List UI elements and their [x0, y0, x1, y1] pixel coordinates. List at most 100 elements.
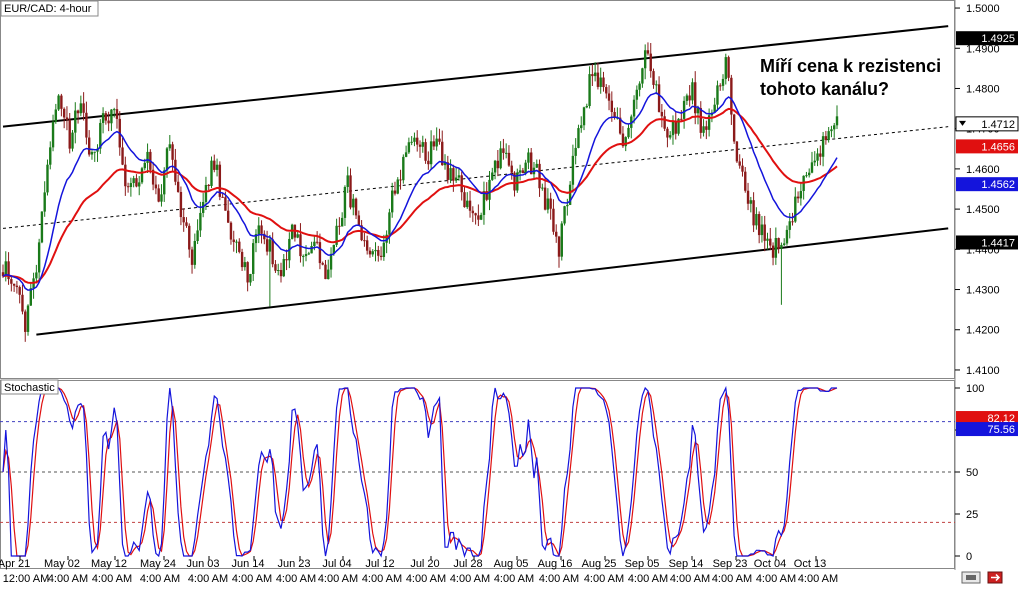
candle-body	[621, 133, 625, 147]
candle-body	[746, 190, 750, 204]
candle-body	[101, 113, 105, 123]
price-label-lower-box	[956, 235, 1018, 250]
candle-body	[674, 121, 677, 134]
candle-body	[179, 191, 183, 218]
candle-body	[421, 142, 424, 147]
price-label-slow_ma-box	[956, 139, 1018, 154]
candle-body	[474, 213, 477, 216]
candle-body	[135, 178, 138, 187]
candle-body	[657, 84, 661, 112]
candle-body	[449, 168, 452, 180]
stoch-label-signal: 75.56	[987, 424, 1015, 436]
price-label-current-box	[955, 116, 1019, 132]
time-axis-label: 4:00 AM	[798, 573, 838, 585]
candle-body	[215, 164, 219, 170]
candle-body	[74, 110, 77, 133]
price-axis-label: 1.4900	[966, 43, 1000, 55]
candle-body	[543, 187, 547, 210]
candle-body	[827, 131, 830, 140]
price-axis-label: 1.4200	[966, 325, 1000, 337]
candle-body	[57, 95, 60, 110]
candle-body	[338, 225, 341, 227]
candle-body	[752, 200, 755, 226]
channel-lower-line	[36, 227, 949, 336]
candle-body	[315, 241, 319, 243]
candle-body	[457, 175, 461, 178]
candle-body	[221, 196, 224, 198]
date-axis-label: May 02	[44, 558, 80, 570]
date-axis-label: May 12	[91, 558, 127, 570]
candle-body	[271, 239, 274, 265]
candle-body	[774, 238, 778, 258]
candle-body	[71, 132, 74, 149]
date-axis-label: Sep 14	[669, 558, 704, 570]
candle-body	[755, 214, 758, 226]
candle-body	[813, 160, 816, 163]
date-axis-label: Aug 05	[494, 558, 529, 570]
candle-body	[560, 223, 563, 257]
candle-body	[238, 241, 241, 252]
date-axis-label: Aug 25	[582, 558, 617, 570]
price-label-fast_ma: 1.4562	[981, 179, 1015, 191]
candle-body	[707, 115, 711, 130]
time-axis-label: 4:00 AM	[318, 573, 358, 585]
candle-body	[663, 116, 666, 129]
candle-body	[352, 198, 355, 208]
indicator-title-box	[0, 379, 59, 395]
candle-body	[121, 147, 124, 165]
candle-body	[518, 170, 522, 173]
candle-body	[374, 249, 377, 252]
candle-body	[696, 108, 700, 114]
price-axis-label: 1.4600	[966, 164, 1000, 176]
price-axis-label: 1.4300	[966, 285, 1000, 297]
candle-body	[229, 222, 233, 240]
price-label-current: 1.4712	[981, 119, 1015, 131]
stoch-label-signal-box	[956, 422, 1018, 437]
date-axis-label: Apr 21	[0, 558, 30, 570]
scroll-lock-icon-inner	[966, 575, 976, 580]
candle-body	[87, 137, 91, 155]
candle-body	[769, 238, 772, 246]
candle-body	[268, 239, 272, 252]
date-axis-label: Oct 04	[754, 558, 786, 570]
candle-body	[182, 217, 185, 223]
candle-body	[318, 242, 322, 264]
candle-body	[441, 141, 444, 166]
candle-body	[210, 160, 213, 186]
candle-body	[777, 238, 780, 249]
candle-body	[329, 253, 333, 270]
candle-body	[591, 74, 594, 77]
candle-body	[788, 221, 791, 230]
candle-body	[719, 85, 722, 87]
candle-body	[68, 119, 71, 149]
time-axis-label: 4:00 AM	[712, 573, 752, 585]
candle-body	[393, 190, 397, 194]
date-axis-label: Sep 05	[625, 558, 660, 570]
date-axis-label: Jul 04	[322, 558, 351, 570]
candle-body	[649, 53, 652, 72]
candle-body	[407, 142, 411, 153]
date-axis-label: Jul 12	[365, 558, 394, 570]
time-axis-label: 4:00 AM	[188, 573, 228, 585]
candle-body	[632, 99, 636, 117]
candle-body	[555, 231, 558, 237]
time-axis-label: 4:00 AM	[92, 573, 132, 585]
candle-body	[732, 114, 736, 142]
candle-body	[37, 242, 41, 273]
candle-body	[685, 95, 689, 101]
candle-body	[165, 148, 169, 171]
candle-body	[763, 224, 766, 241]
candle-body	[235, 241, 238, 243]
candle-body	[204, 184, 208, 202]
time-axis-label: 12:00 AM	[3, 573, 49, 585]
candle-body	[691, 82, 694, 101]
candle-body	[699, 108, 702, 133]
candle-body	[454, 177, 458, 181]
ma-fast-line	[2, 92, 838, 291]
candle-body	[477, 215, 480, 220]
candle-body	[21, 294, 24, 312]
candle-body	[324, 264, 327, 280]
candle-body	[571, 155, 575, 185]
